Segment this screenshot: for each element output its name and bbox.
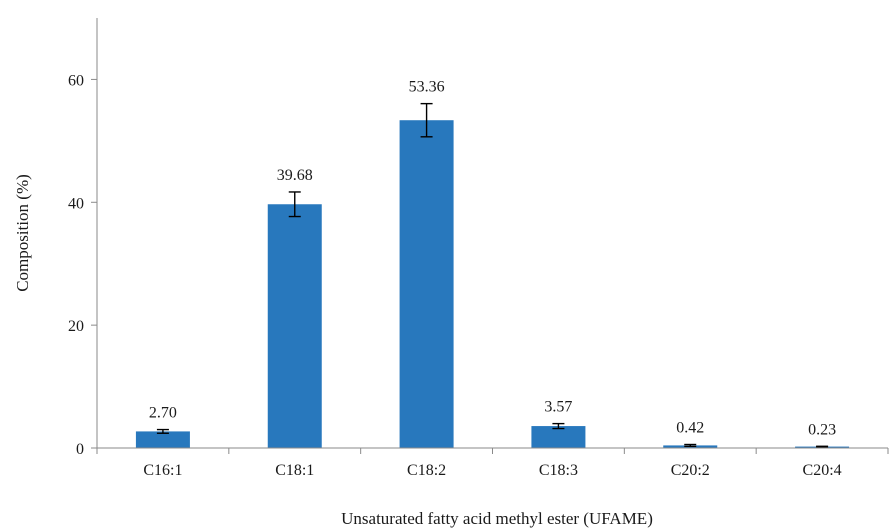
- error-bars-group: [156, 102, 829, 448]
- x-tick-label: C20:2: [671, 462, 710, 479]
- y-tick-label: 0: [76, 441, 84, 458]
- x-tick-label: C20:4: [803, 462, 842, 479]
- x-tick-label: C16:1: [143, 462, 182, 479]
- bar: [267, 204, 322, 448]
- data-label: 39.68: [277, 167, 313, 184]
- x-ticks-group: C16:1 C18:1 C18:2 C18:3 C20:2 C20:4: [96, 448, 889, 479]
- x-tick-label: C18:2: [407, 462, 446, 479]
- data-label: 3.57: [544, 399, 572, 416]
- plot-area: [97, 18, 888, 448]
- y-tick-label: 40: [68, 195, 84, 212]
- bar: [399, 120, 454, 449]
- data-label: 2.70: [149, 405, 177, 422]
- x-tick-label: C18:1: [275, 462, 314, 479]
- y-ticks-group: 0 20 40 60: [68, 72, 97, 458]
- x-tick-label: C18:3: [539, 462, 578, 479]
- x-axis-title: Unsaturated fatty acid methyl ester (UFA…: [341, 509, 653, 528]
- y-tick-label: 20: [68, 318, 84, 335]
- y-tick-label: 60: [68, 72, 84, 89]
- bars-group: [135, 120, 850, 449]
- bar: [135, 431, 190, 448]
- data-label: 0.23: [808, 421, 836, 438]
- data-label: 53.36: [409, 79, 445, 96]
- data-label: 0.42: [676, 419, 704, 436]
- bar: [531, 426, 586, 448]
- y-axis-title: Composition (%): [13, 174, 32, 292]
- data-labels-group: 2.70 39.68 53.36 3.57 0.42 0.23: [149, 79, 836, 439]
